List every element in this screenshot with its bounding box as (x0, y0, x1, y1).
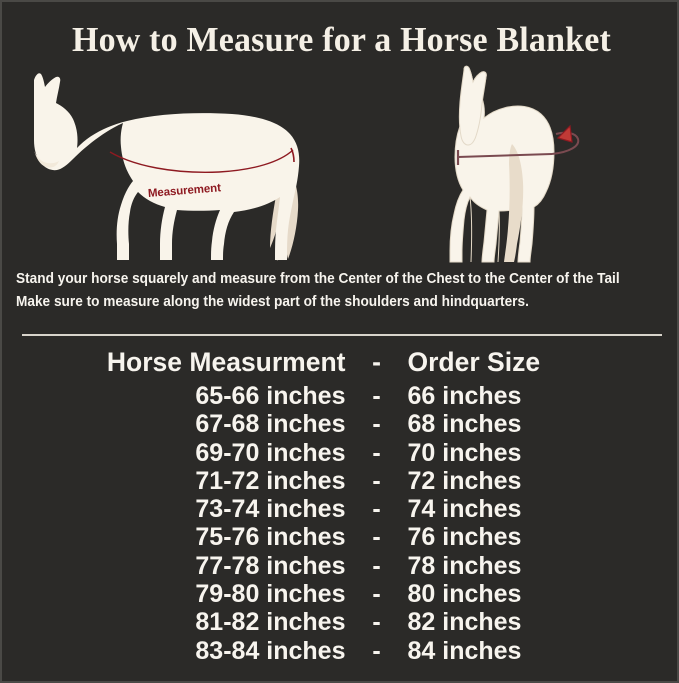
cell-order-size: 66 inches (407, 382, 522, 410)
cell-separator: - (372, 636, 381, 665)
instructions-text: Stand your horse squarely and measure fr… (16, 268, 642, 314)
cell-measurement: 75-76 inches (195, 523, 346, 552)
cell-measurement: 79-80 inches (195, 580, 346, 609)
horse-tail-front (504, 144, 524, 262)
cell-measurement: 67-68 inches (195, 410, 346, 439)
horse-side-view-illustration (34, 73, 300, 261)
cell-separator: - (372, 382, 381, 410)
table-header-row: Horse Measurment - Order Size (2, 344, 677, 381)
instructions-line-1: Stand your horse squarely and measure fr… (16, 271, 620, 287)
cell-order-size: 72 inches (407, 466, 522, 495)
cell-order-size: 78 inches (407, 551, 522, 580)
cell-separator: - (372, 580, 381, 609)
cell-separator: - (372, 466, 381, 495)
cell-measurement: 71-72 inches (195, 466, 346, 495)
table-row: 71-72 inches - 72 inches (2, 466, 677, 495)
horse-muzzle-side (34, 150, 59, 168)
tape-arrow-icon (556, 124, 573, 143)
horse-head-front (458, 65, 487, 146)
header-order-size: Order Size (407, 347, 541, 377)
cell-order-size: 80 inches (407, 580, 522, 609)
table-row: 67-68 inches - 68 inches (2, 410, 677, 439)
cell-separator: - (372, 523, 381, 552)
table-row: 75-76 inches - 76 inches (2, 523, 677, 552)
instructions-line-2: Make sure to measure along the widest pa… (16, 294, 529, 310)
cell-measurement: 81-82 inches (195, 608, 346, 637)
cell-measurement: 65-66 inches (195, 382, 346, 410)
cell-separator: - (372, 410, 381, 439)
cell-order-size: 70 inches (407, 438, 522, 467)
divider-top (22, 334, 662, 336)
cell-order-size: 68 inches (407, 410, 522, 439)
cell-separator: - (372, 551, 381, 580)
cell-separator: - (372, 495, 381, 524)
cell-order-size: 82 inches (407, 608, 522, 637)
table-row: 65-66 inches - 66 inches (2, 382, 677, 410)
cell-order-size: 76 inches (407, 523, 522, 552)
measurement-line-side (109, 149, 294, 174)
size-chart-table: Horse Measurment - Order Size 65-66 inch… (2, 344, 677, 665)
horse-front-view-illustration (449, 65, 580, 263)
cell-separator: - (372, 608, 381, 637)
measurement-line-tail-end (290, 147, 295, 163)
tape-line (457, 153, 553, 158)
horse-body-side (34, 73, 300, 260)
cell-measurement: 83-84 inches (195, 636, 346, 665)
cell-separator: - (372, 438, 381, 467)
page-title: How to Measure for a Horse Blanket (71, 20, 612, 59)
header-measurement: Horse Measurment (106, 347, 346, 377)
table-row: 73-74 inches - 74 inches (2, 495, 677, 524)
table-row: 79-80 inches - 80 inches (2, 580, 677, 609)
cell-measurement: 77-78 inches (195, 551, 346, 580)
illustration-band: Measurement (2, 64, 677, 264)
header-separator: - (372, 347, 381, 377)
cell-measurement: 69-70 inches (195, 438, 346, 467)
cell-order-size: 84 inches (407, 636, 522, 665)
cell-order-size: 74 inches (407, 495, 522, 524)
table-row: 69-70 inches - 70 inches (2, 438, 677, 467)
cell-measurement: 73-74 inches (195, 495, 346, 524)
table-row: 77-78 inches - 78 inches (2, 551, 677, 580)
horse-leg-lines (469, 196, 500, 263)
table-row: 83-84 inches - 84 inches (2, 636, 677, 665)
table-row: 81-82 inches - 82 inches (2, 608, 677, 637)
measuring-tape (456, 124, 580, 165)
